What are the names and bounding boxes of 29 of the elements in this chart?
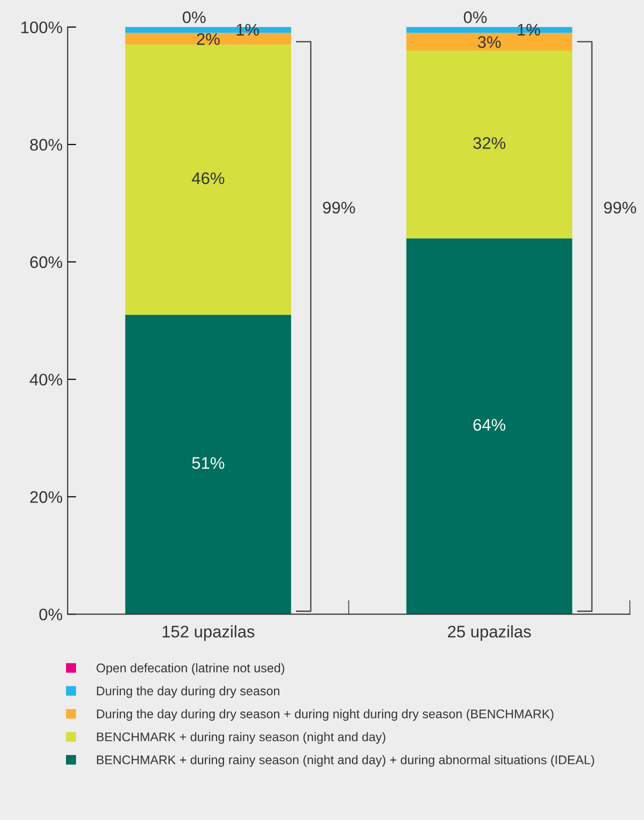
data-label: 1% <box>518 24 540 36</box>
x-tick-label: 25 upazilas <box>448 625 531 641</box>
y-tick-label: 80% <box>30 138 62 151</box>
bar <box>406 50 572 238</box>
data-label: 3% <box>478 36 501 48</box>
legend-label: BENCHMARK + during rainy season (night and day) <box>97 732 386 744</box>
legend-label: Open defecation (latrine not used) <box>96 663 284 675</box>
data-label: 0% <box>464 11 487 24</box>
data-label: 64% <box>473 418 506 431</box>
y-tick-label: 40% <box>30 374 62 386</box>
annotation: 99% <box>604 202 636 214</box>
data-label: 0% <box>182 11 206 24</box>
x-tick-label: 152 upazilas <box>162 625 254 641</box>
y-tick-label: 0% <box>39 608 62 620</box>
data-label: 51% <box>192 457 224 469</box>
legend-label: During the day during dry season <box>97 686 280 698</box>
annotation: 99% <box>322 202 355 214</box>
legend-label: BENCHMARK + during rainy season (night and day) + during abnormal situations (IDEAL) <box>97 755 594 767</box>
legend-label: During the day during dry season + during night during dry season (BENCHMARK) <box>97 709 554 721</box>
y-tick-label: 20% <box>30 491 62 503</box>
bar <box>125 314 292 614</box>
y-tick-label: 100% <box>21 21 62 34</box>
data-label: 2% <box>196 33 220 45</box>
bar <box>125 44 292 315</box>
data-label: 32% <box>473 137 506 149</box>
data-label: 1% <box>236 24 259 36</box>
bar <box>406 238 572 614</box>
y-tick-label: 60% <box>30 256 62 268</box>
data-label: 46% <box>192 172 224 184</box>
